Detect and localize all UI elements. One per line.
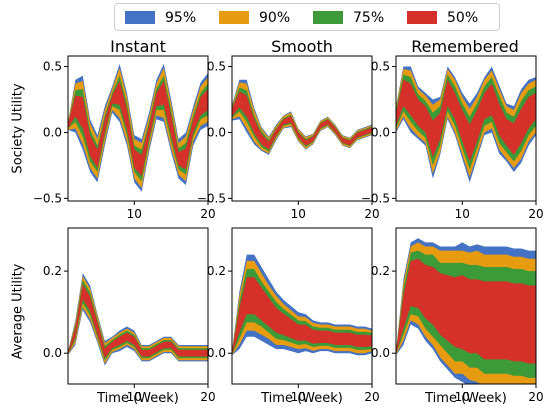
panel-frame-instant-r1 <box>67 227 209 385</box>
legend-label-50: 50% <box>447 10 479 26</box>
legend: 95% 90% 75% 50% <box>114 3 500 31</box>
panel-instant-r1: 0.0 0.2 10 20 <box>43 227 216 404</box>
panel-frame-remembered-r0 <box>395 55 537 202</box>
band-50-instant-r0 <box>68 81 208 176</box>
band-50-smooth-r0 <box>232 91 372 150</box>
y-tick-label-instant-r0: −0.5 <box>33 191 62 205</box>
xlabel-smooth: Time (Week) <box>261 391 343 406</box>
legend-label-95: 95% <box>165 10 197 26</box>
x-tick-label-remembered-r0: 10 <box>455 207 470 221</box>
band-75-instant-r1 <box>68 280 208 361</box>
x-tick-label-remembered-r0: 20 <box>528 207 543 221</box>
bands-remembered-r1 <box>396 238 536 384</box>
x-tick-label-smooth-r0: 20 <box>364 207 379 221</box>
bands-remembered-r0 <box>396 66 536 183</box>
y-tick-label-remembered-r0: 0.0 <box>371 125 390 139</box>
y-tick-label-remembered-r1: 0.0 <box>371 346 390 360</box>
panel-remembered-r0: −0.5 0.0 0.5 10 20 <box>361 55 544 221</box>
bands-instant-r0 <box>68 63 208 192</box>
panel-frame-smooth-r1 <box>231 227 373 385</box>
bands-smooth-r0 <box>232 79 372 155</box>
legend-swatch-75 <box>313 11 343 24</box>
x-tick-label-remembered-r1: 10 <box>455 390 470 404</box>
band-75-smooth-r0 <box>232 87 372 152</box>
x-tick-label-instant-r0: 20 <box>200 207 215 221</box>
bands-instant-r1 <box>68 273 208 366</box>
x-tick-label-instant-r1: 10 <box>127 390 142 404</box>
y-tick-label-instant-r0: 0.0 <box>43 125 62 139</box>
legend-label-90: 90% <box>259 10 291 26</box>
band-50-smooth-r1 <box>232 277 372 355</box>
y-tick-label-smooth-r0: 0.0 <box>207 125 226 139</box>
x-tick-label-smooth-r1: 10 <box>291 390 306 404</box>
panel-remembered-r1: 0.0 0.2 10 20 <box>371 227 544 404</box>
band-50-remembered-r0 <box>396 79 536 162</box>
x-tick-label-smooth-r0: 10 <box>291 207 306 221</box>
legend-swatch-50 <box>407 11 437 24</box>
y-tick-label-smooth-r1: 0.0 <box>207 346 226 360</box>
band-90-smooth-r0 <box>232 82 372 154</box>
x-tick-label-remembered-r1: 20 <box>528 390 543 404</box>
x-tick-label-smooth-r1: 20 <box>364 390 379 404</box>
y-tick-label-instant-r1: 0.2 <box>43 264 62 278</box>
x-tick-label-instant-r1: 20 <box>200 390 215 404</box>
y-tick-label-instant-r0: 0.5 <box>43 60 62 74</box>
panel-smooth-r1: 0.0 0.2 10 20 <box>207 227 380 404</box>
legend-label-75: 75% <box>353 10 385 26</box>
y-tick-label-smooth-r0: −0.5 <box>197 191 226 205</box>
y-tick-label-remembered-r0: −0.5 <box>361 191 390 205</box>
y-tick-label-smooth-r1: 0.2 <box>207 264 226 278</box>
xlabel-remembered: Time (Week) <box>425 391 507 406</box>
legend-swatch-90 <box>219 11 249 24</box>
title-smooth: Smooth <box>271 37 333 56</box>
panel-instant-r0: −0.5 0.0 0.5 10 20 <box>33 55 216 221</box>
ylabel-average-utility: Average Utility <box>10 263 26 360</box>
y-tick-label-remembered-r0: 0.5 <box>371 60 390 74</box>
bands-smooth-r1 <box>232 254 372 356</box>
panel-smooth-r0: −0.5 0.0 0.5 10 20 <box>197 55 380 221</box>
legend-swatch-95 <box>125 11 155 24</box>
y-tick-label-instant-r1: 0.0 <box>43 346 62 360</box>
panel-frame-instant-r0 <box>67 55 209 202</box>
y-tick-label-smooth-r0: 0.5 <box>207 60 226 74</box>
y-tick-label-remembered-r1: 0.2 <box>371 264 390 278</box>
panel-frame-smooth-r0 <box>231 55 373 202</box>
x-tick-label-instant-r0: 10 <box>127 207 142 221</box>
title-instant: Instant <box>110 37 166 56</box>
title-remembered: Remembered <box>411 37 519 56</box>
ylabel-society-utility: Society Utility <box>10 83 26 174</box>
panel-frame-remembered-r1 <box>395 227 537 385</box>
band-50-instant-r1 <box>68 284 208 359</box>
band-50-remembered-r1 <box>396 258 536 364</box>
xlabel-instant: Time (Week) <box>97 391 179 406</box>
